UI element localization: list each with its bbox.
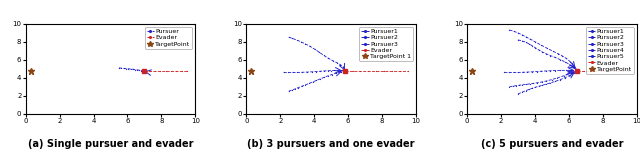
Legend: Pursuer1, Pursuer2, Pursuer3, Pursuer4, Pursuer5, Evader, TargetPoint: Pursuer1, Pursuer2, Pursuer3, Pursuer4, …: [586, 27, 634, 74]
Title: (b) 3 pursuers and one evader: (b) 3 pursuers and one evader: [248, 139, 415, 149]
Title: (c) 5 pursuers and evader: (c) 5 pursuers and evader: [481, 139, 623, 149]
Legend: Pursuer1, Pursuer2, Pursuer3, Evader, TargetPoint 1: Pursuer1, Pursuer2, Pursuer3, Evader, Ta…: [360, 27, 413, 61]
Title: (a) Single pursuer and evader: (a) Single pursuer and evader: [28, 139, 193, 149]
Legend: Pursuer, Evader, TargetPoint: Pursuer, Evader, TargetPoint: [145, 27, 192, 49]
